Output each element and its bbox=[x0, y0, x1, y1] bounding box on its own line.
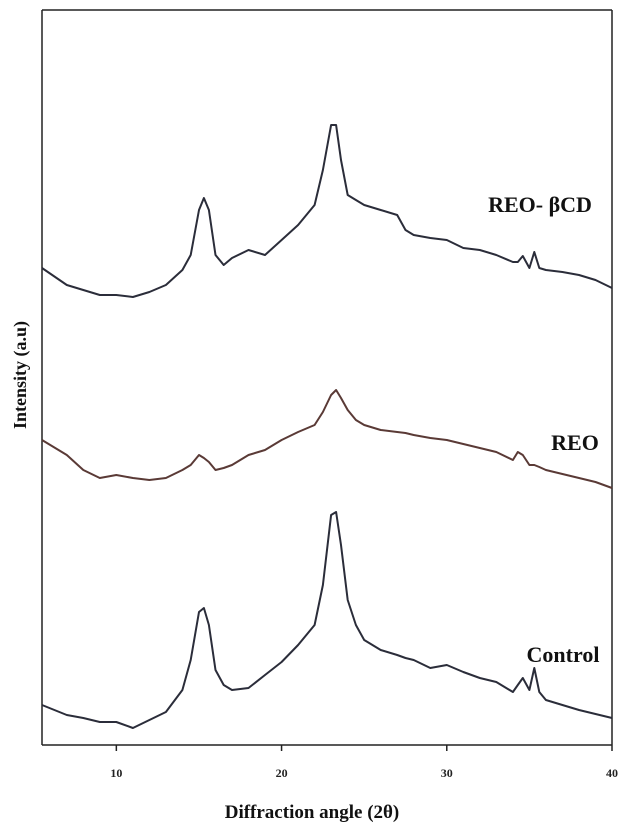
series-label: REO- βCD bbox=[488, 192, 592, 217]
x-axis-label: Diffraction angle (2θ) bbox=[225, 802, 400, 823]
series-line bbox=[41, 389, 613, 489]
x-tick-label: 30 bbox=[441, 766, 453, 780]
x-tick-label: 40 bbox=[606, 766, 618, 780]
series-label: Control bbox=[527, 642, 600, 667]
x-tick-label: 20 bbox=[276, 766, 288, 780]
x-tick-label: 10 bbox=[110, 766, 122, 780]
series-label: REO bbox=[551, 430, 599, 455]
y-axis-label: Intensity (a.u) bbox=[10, 321, 31, 429]
series-line bbox=[41, 124, 613, 298]
series-line bbox=[41, 511, 613, 729]
